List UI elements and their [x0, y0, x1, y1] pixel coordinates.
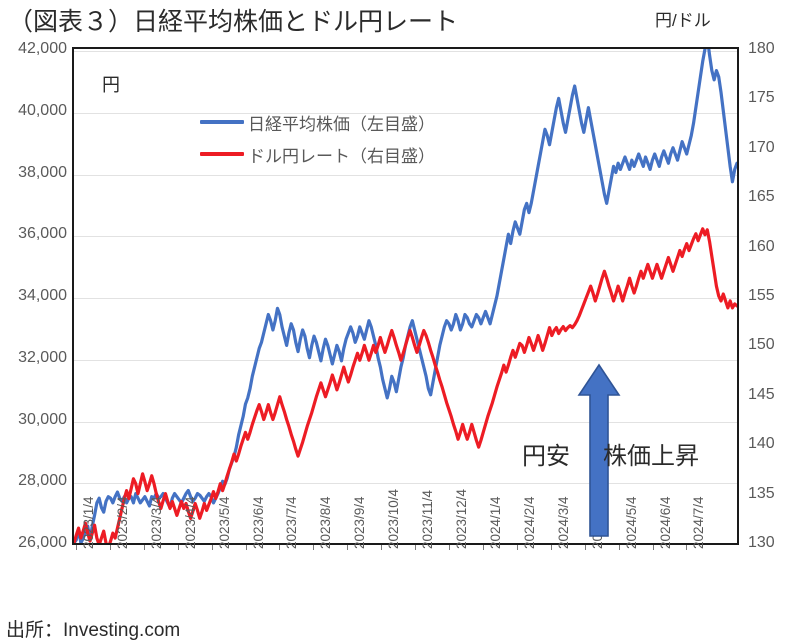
x-axis-tick-label: 2023/9/4: [352, 496, 368, 549]
x-axis-tick-label: 2024/1/4: [487, 496, 503, 549]
page-title: （図表３）日経平均株価とドル円レート: [8, 8, 459, 36]
left-axis-tick-label: 32,000: [18, 348, 67, 366]
legend-item: 日経平均株価（左目盛）: [200, 106, 470, 138]
gridline: [74, 174, 737, 176]
right-axis-tick-label: 135: [748, 484, 775, 502]
left-axis-tick-label: 26,000: [18, 534, 67, 551]
plot-area: 円: [72, 47, 739, 545]
x-axis-tick-mark: [313, 545, 315, 550]
gridline: [74, 483, 737, 485]
x-axis-tick-label: 2024/2/4: [521, 496, 537, 549]
x-axis-tick-label: 2023/8/4: [318, 496, 334, 549]
line-swatch-red: [200, 152, 244, 156]
right-axis-tick-label: 165: [748, 188, 775, 206]
left-axis-tick-label: 28,000: [18, 472, 67, 490]
x-axis-tick-mark: [516, 545, 518, 550]
x-axis-tick-label: 2024/5/4: [623, 496, 639, 549]
right-axis-tick-label: 150: [748, 336, 775, 354]
gridline: [74, 359, 737, 361]
left-axis-tick-label: 38,000: [18, 163, 67, 181]
legend-item-label: ドル円レート（右目盛）: [248, 146, 435, 166]
x-axis-tick-mark: [449, 545, 451, 550]
annotation-yen-weak: 円安: [522, 443, 570, 470]
x-axis-tick-label: 2023/10/4: [386, 488, 402, 549]
x-axis-tick-mark: [177, 545, 179, 550]
annotation-stock-rise: 株価上昇: [603, 443, 699, 470]
x-axis-tick-label: 2023/4/4: [182, 496, 198, 549]
x-axis-tick-mark: [652, 545, 654, 550]
gridline: [74, 236, 737, 238]
x-axis-tick-label: 2023/3/4: [148, 496, 164, 549]
legend-item-label: 日経平均株価（左目盛）: [248, 114, 435, 134]
gridline: [74, 51, 737, 52]
x-axis-tick-mark: [686, 545, 688, 550]
gridline: [74, 112, 737, 114]
left-axis-tick-label: 34,000: [18, 287, 67, 304]
x-axis-tick-label: 2023/12/4: [454, 488, 470, 549]
right-axis-tick-label: 130: [748, 534, 775, 551]
right-axis-tick-label: 155: [748, 287, 775, 304]
right-axis-tick-label: 160: [748, 237, 775, 255]
x-axis-tick-label: 2024/3/4: [555, 496, 571, 549]
left-axis-tick-label: 40,000: [18, 101, 67, 119]
right-axis-tick-label: 145: [748, 385, 775, 403]
left-axis-unit-label: 円: [102, 75, 120, 95]
series-line: [74, 227, 737, 543]
gridline: [74, 298, 737, 299]
right-axis-tick-label: 175: [748, 89, 775, 107]
x-axis-tick-mark: [482, 545, 484, 550]
x-axis-tick-label: 2024/6/4: [657, 496, 673, 549]
legend-item: ドル円レート（右目盛）: [200, 138, 470, 170]
left-axis-tick-label: 36,000: [18, 225, 67, 243]
left-axis-tick-label: 42,000: [18, 40, 67, 57]
right-axis-tick-label: 140: [748, 435, 775, 453]
x-axis-tick-mark: [347, 545, 349, 550]
right-axis-tick-label: 170: [748, 138, 775, 156]
right-axis-tick-label: 180: [748, 40, 775, 57]
x-axis-tick-label: 2023/7/4: [284, 496, 300, 549]
x-axis-tick-mark: [211, 545, 213, 550]
x-axis-tick-mark: [143, 545, 145, 550]
x-axis-tick-label: 2024/7/4: [691, 496, 707, 549]
x-axis-tick-label: 2023/5/4: [216, 496, 232, 549]
x-axis-tick-mark: [76, 545, 77, 550]
x-axis-tick-mark: [415, 545, 417, 550]
series-lines: [74, 49, 737, 543]
source-note: 出所：Investing.com: [6, 620, 181, 641]
x-axis-tick-label: 2023/11/4: [420, 489, 436, 549]
x-axis-tick-label: 2023/2/4: [114, 496, 130, 549]
x-axis-tick-mark: [109, 545, 111, 550]
x-axis-tick-mark: [279, 545, 281, 550]
right-axis-unit-label: 円/ドル: [655, 11, 711, 30]
x-axis-tick-label: 2023/1/4: [81, 496, 96, 549]
x-axis-tick-label: 2023/6/4: [250, 496, 266, 549]
left-axis-tick-label: 30,000: [18, 410, 67, 428]
legend: 日経平均株価（左目盛） ドル円レート（右目盛）: [200, 106, 470, 170]
line-swatch-blue: [200, 120, 244, 124]
x-axis-tick-mark: [245, 545, 247, 550]
gridline: [74, 421, 737, 423]
up-arrow-icon: [577, 363, 621, 537]
x-axis-tick-mark: [381, 545, 383, 550]
x-axis-tick-mark: [584, 545, 586, 550]
x-axis-tick-mark: [618, 545, 620, 550]
x-axis-tick-mark: [550, 545, 552, 550]
